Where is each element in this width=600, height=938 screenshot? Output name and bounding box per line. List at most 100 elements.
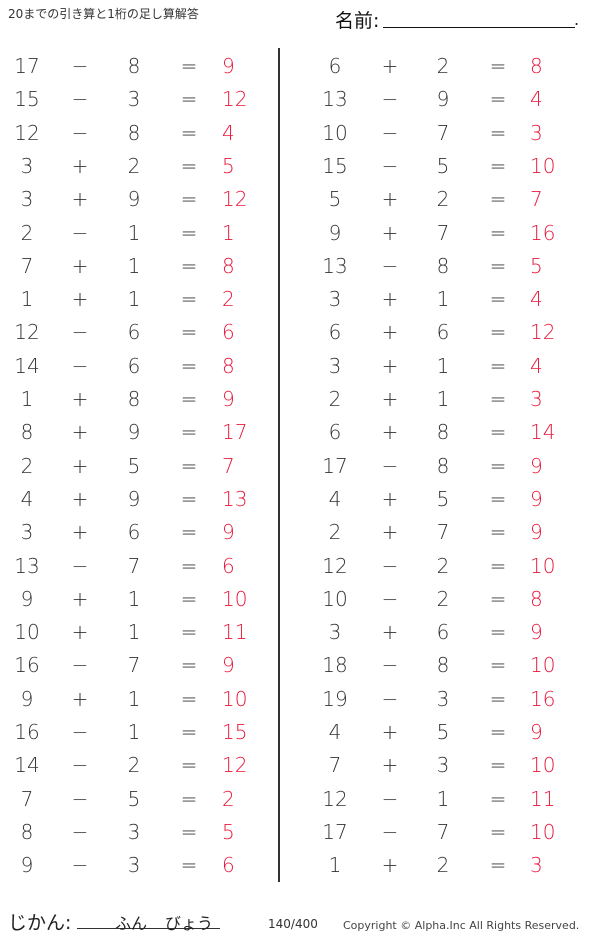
answer: 12 (222, 187, 248, 212)
equals-sign: = (489, 653, 507, 678)
operand-b: 1 (127, 220, 141, 245)
operator: − (381, 586, 399, 611)
operator: − (381, 253, 399, 278)
answer: 6 (222, 320, 235, 345)
answer: 10 (222, 686, 248, 711)
operand-a: 3 (328, 353, 342, 378)
equals-sign: = (489, 553, 507, 578)
operand-a: 1 (328, 853, 342, 878)
operand-b: 9 (127, 486, 141, 511)
answer: 9 (530, 620, 543, 645)
operand-a: 8 (20, 420, 34, 445)
operator: − (381, 120, 399, 145)
operand-b: 8 (127, 387, 141, 411)
equals-sign: = (489, 586, 507, 611)
operand-b: 7 (127, 553, 141, 578)
operator: + (381, 187, 399, 212)
equals-sign: = (489, 620, 507, 645)
operator: − (71, 819, 89, 844)
equals-sign: = (180, 387, 198, 411)
operand-a: 3 (328, 287, 342, 312)
operand-b: 2 (436, 553, 450, 578)
operator: − (381, 786, 399, 811)
operator: + (71, 486, 89, 511)
equals-sign: = (180, 220, 198, 245)
operand-a: 4 (20, 486, 34, 511)
operand-a: 12 (322, 786, 348, 811)
operand-a: 12 (322, 553, 348, 578)
equals-sign: = (489, 420, 507, 445)
operand-b: 5 (127, 786, 141, 811)
operand-b: 6 (127, 320, 141, 345)
operand-a: 13 (14, 553, 40, 578)
operator: − (71, 353, 89, 378)
answer: 14 (530, 420, 556, 445)
operand-b: 8 (127, 54, 141, 78)
answer: 15 (222, 720, 248, 744)
operand-b: 5 (436, 720, 450, 744)
operand-b: 9 (127, 420, 141, 445)
operand-b: 6 (127, 353, 141, 378)
answer: 9 (222, 54, 235, 78)
answer: 10 (530, 653, 556, 678)
operand-a: 2 (20, 220, 34, 245)
answer: 10 (222, 586, 248, 611)
operand-b: 1 (436, 387, 450, 411)
equals-sign: = (180, 486, 198, 511)
answer: 6 (222, 553, 235, 578)
operand-b: 8 (436, 653, 450, 678)
answer: 9 (222, 387, 235, 411)
operand-a: 17 (14, 54, 40, 78)
operand-a: 3 (20, 153, 34, 178)
answer: 8 (530, 586, 543, 611)
operand-a: 15 (14, 87, 40, 112)
operator: + (381, 520, 399, 545)
answer: 10 (530, 553, 556, 578)
operand-b: 7 (436, 520, 450, 545)
operator: + (381, 486, 399, 511)
answer: 4 (530, 353, 543, 378)
equals-sign: = (180, 54, 198, 78)
answer: 4 (222, 120, 235, 145)
operand-b: 3 (436, 686, 450, 711)
worksheet-title: 20までの引き算と1桁の足し算解答 (8, 7, 199, 21)
operand-a: 9 (328, 220, 342, 245)
operand-b: 1 (127, 586, 141, 611)
operator: + (71, 686, 89, 711)
name-field-line (383, 27, 575, 28)
operand-b: 1 (127, 686, 141, 711)
answer: 12 (222, 87, 248, 112)
operand-b: 1 (436, 353, 450, 378)
equals-sign: = (489, 520, 507, 545)
equals-sign: = (489, 486, 507, 511)
equals-sign: = (180, 253, 198, 278)
operand-a: 7 (20, 786, 34, 811)
seconds-label: びょう (165, 914, 214, 933)
operand-a: 10 (14, 620, 40, 645)
equals-sign: = (180, 120, 198, 145)
operator: + (381, 54, 399, 78)
answer: 9 (530, 520, 543, 545)
answer: 2 (222, 786, 235, 811)
operator: − (381, 153, 399, 178)
operator: − (381, 553, 399, 578)
operand-a: 8 (20, 819, 34, 844)
name-label: 名前: (335, 10, 380, 32)
operand-b: 3 (436, 753, 450, 778)
operator: + (381, 620, 399, 645)
operand-a: 4 (328, 486, 342, 511)
copyright: Copyright © Alpha.Inc All Rights Reserve… (343, 919, 580, 932)
operand-a: 12 (14, 320, 40, 345)
equals-sign: = (180, 187, 198, 212)
operator: − (71, 786, 89, 811)
equals-sign: = (489, 453, 507, 478)
operand-a: 17 (322, 819, 348, 844)
operator: + (71, 253, 89, 278)
equals-sign: = (489, 253, 507, 278)
operator: + (381, 853, 399, 878)
operand-a: 1 (20, 387, 34, 411)
operand-a: 2 (328, 387, 342, 411)
operand-b: 1 (127, 720, 141, 744)
operand-a: 16 (14, 720, 40, 744)
operator: + (71, 620, 89, 645)
